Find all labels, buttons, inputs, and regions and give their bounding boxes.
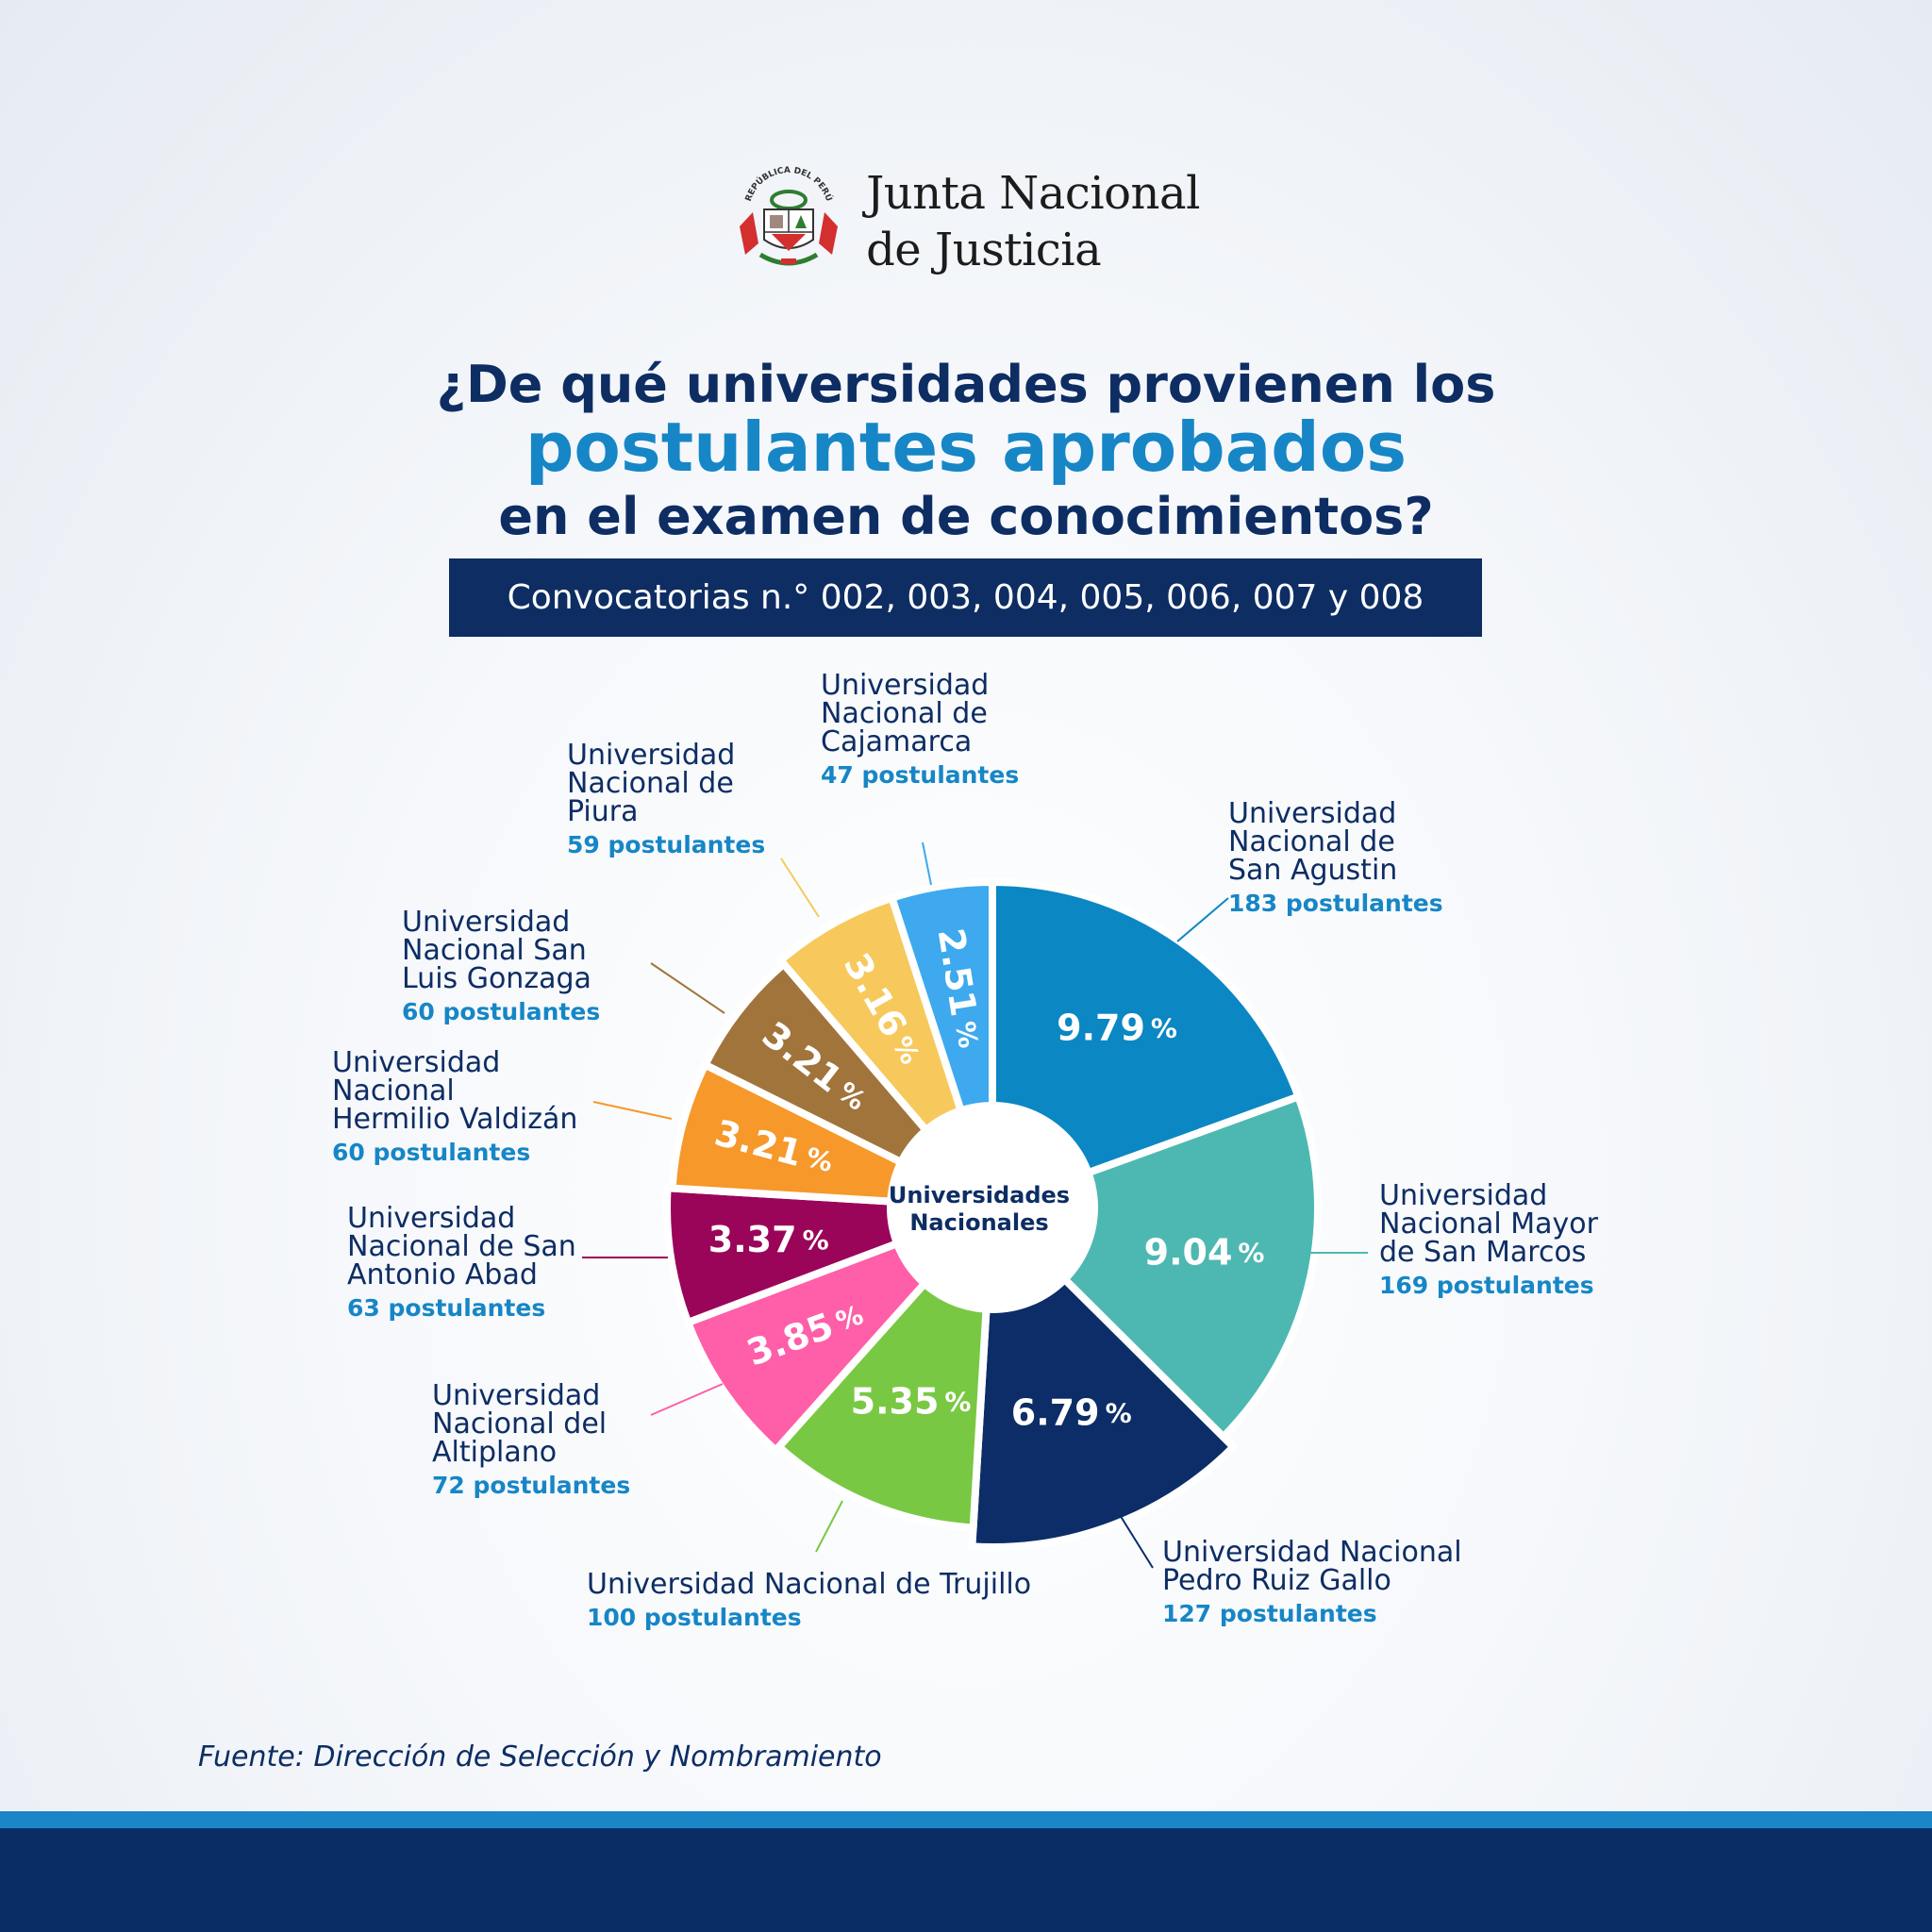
category-name-line: Pedro Ruiz Gallo <box>1162 1564 1391 1597</box>
slice-value-number: 6.79 <box>1011 1391 1100 1433</box>
category-name-line: Nacional de <box>567 767 734 800</box>
pie-slice <box>989 877 1304 1213</box>
category-name-line: Cajamarca <box>821 725 972 758</box>
category-name: Universidad Nacional de Trujillo <box>587 1568 1031 1601</box>
footer-bar <box>0 1828 1932 1932</box>
category-name-line: Universidad Nacional de Trujillo <box>587 1568 1031 1601</box>
category-name: Universidad Nacional de San Antonio Abad <box>347 1202 576 1291</box>
category-count: 72 postulantes <box>432 1472 630 1499</box>
percent-sign: % <box>949 1019 984 1050</box>
slice-value-number: 9.04 <box>1144 1231 1233 1273</box>
category-name-line: Piura <box>567 795 639 828</box>
center-circle <box>887 1102 1098 1313</box>
category-count: 169 postulantes <box>1379 1272 1594 1299</box>
center-label: Universidades <box>889 1182 1070 1208</box>
title-line2: postulantes aprobados <box>525 408 1407 487</box>
source-note: Fuente: Dirección de Selección y Nombram… <box>198 1740 882 1774</box>
subtitle-text: Convocatorias n.° 002, 003, 004, 005, 00… <box>507 578 1424 617</box>
category-name-line: Nacional de <box>821 697 988 730</box>
category-name-line: Nacional del <box>432 1407 607 1441</box>
category-count: 59 postulantes <box>567 831 765 858</box>
category-count: 60 postulantes <box>332 1139 530 1166</box>
org-name-line1: Junta Nacional <box>866 167 1200 220</box>
category-name-line: Nacional <box>332 1074 455 1108</box>
category-count: 183 postulantes <box>1228 890 1443 917</box>
title-line1: ¿De qué universidades provienen los <box>436 355 1496 414</box>
category-name-line: Universidad <box>432 1379 600 1412</box>
slice-value-label: 5.35% <box>851 1380 972 1422</box>
category-name: Universidad Nacional San Luis Gonzaga <box>402 906 591 995</box>
category-name-line: de San Marcos <box>1379 1236 1586 1269</box>
leader-line <box>780 858 820 918</box>
peru-coat-of-arms-icon: REPÚBLICA DEL PERÚ <box>740 166 839 266</box>
category-name: Universidad Nacional de Piura <box>567 739 735 828</box>
slice-value-number: 9.79 <box>1057 1007 1145 1048</box>
category-name: Universidad Nacional de San Agustin <box>1228 797 1397 887</box>
slice-value-label: 6.79% <box>1011 1391 1132 1433</box>
percent-sign: % <box>1151 1013 1177 1044</box>
leader-line <box>650 962 725 1014</box>
leader-line <box>592 1101 673 1120</box>
category-name-line: Universidad <box>1379 1179 1547 1212</box>
category-name-line: Nacional de <box>1228 825 1395 858</box>
category-count: 63 postulantes <box>347 1294 545 1322</box>
org-name-line2: de Justicia <box>866 224 1102 276</box>
percent-sign: % <box>1238 1238 1264 1269</box>
category-name-line: Universidad <box>402 906 570 939</box>
category-name-line: Nacional Mayor <box>1379 1208 1599 1241</box>
category-count: 47 postulantes <box>821 761 1019 789</box>
category-count: 127 postulantes <box>1162 1600 1377 1627</box>
category-name: Universidad Nacional Pedro Ruiz Gallo <box>1162 1536 1462 1597</box>
category-name-line: Hermilio Valdizán <box>332 1103 577 1136</box>
percent-sign: % <box>1106 1398 1132 1429</box>
category-name-line: Universidad <box>1228 797 1396 830</box>
category-name-line: Altiplano <box>432 1436 557 1469</box>
subtitle-banner: Convocatorias n.° 002, 003, 004, 005, 00… <box>449 558 1482 637</box>
leader-line <box>815 1500 843 1553</box>
title-line3: en el examen de conocimientos? <box>498 487 1434 546</box>
percent-sign: % <box>944 1387 971 1418</box>
category-name-line: Universidad Nacional <box>1162 1536 1462 1569</box>
slice-value-label: 3.37% <box>708 1219 829 1260</box>
category-count: 60 postulantes <box>402 998 600 1025</box>
category-name-line: Nacional de San <box>347 1230 576 1263</box>
slice-value-label: 9.04% <box>1144 1231 1265 1273</box>
org-name: Junta Nacional de Justicia <box>866 165 1200 278</box>
leader-line <box>1116 1509 1154 1569</box>
leader-line <box>650 1383 724 1416</box>
category-name: Universidad Nacional de Cajamarca <box>821 669 989 758</box>
category-name-line: Universidad <box>567 739 735 772</box>
slice-value-number: 3.37 <box>708 1219 797 1260</box>
category-name-line: Antonio Abad <box>347 1258 538 1291</box>
category-name-line: Universidad <box>347 1202 515 1235</box>
category-name-line: Luis Gonzaga <box>402 962 591 995</box>
category-name: Universidad Nacional Hermilio Valdizán <box>332 1046 577 1136</box>
footer-accent-bar <box>0 1811 1932 1828</box>
leader-line <box>922 841 932 886</box>
category-name-line: Nacional San <box>402 934 587 967</box>
category-name-line: San Agustin <box>1228 854 1397 887</box>
category-count: 100 postulantes <box>587 1604 802 1631</box>
category-name-line: Universidad <box>332 1046 500 1079</box>
header: REPÚBLICA DEL PERÚ Junta Nacional de Jus… <box>0 160 1932 283</box>
center-label: Nacionales <box>909 1209 1048 1236</box>
slice-value-label: 9.79% <box>1057 1007 1177 1048</box>
category-name-line: Universidad <box>821 669 989 702</box>
percent-sign: % <box>803 1224 829 1256</box>
category-name: Universidad Nacional Mayor de San Marcos <box>1379 1179 1599 1269</box>
slice-value-number: 5.35 <box>851 1380 940 1422</box>
leader-line <box>1176 897 1229 942</box>
category-name: Universidad Nacional del Altiplano <box>432 1379 607 1469</box>
